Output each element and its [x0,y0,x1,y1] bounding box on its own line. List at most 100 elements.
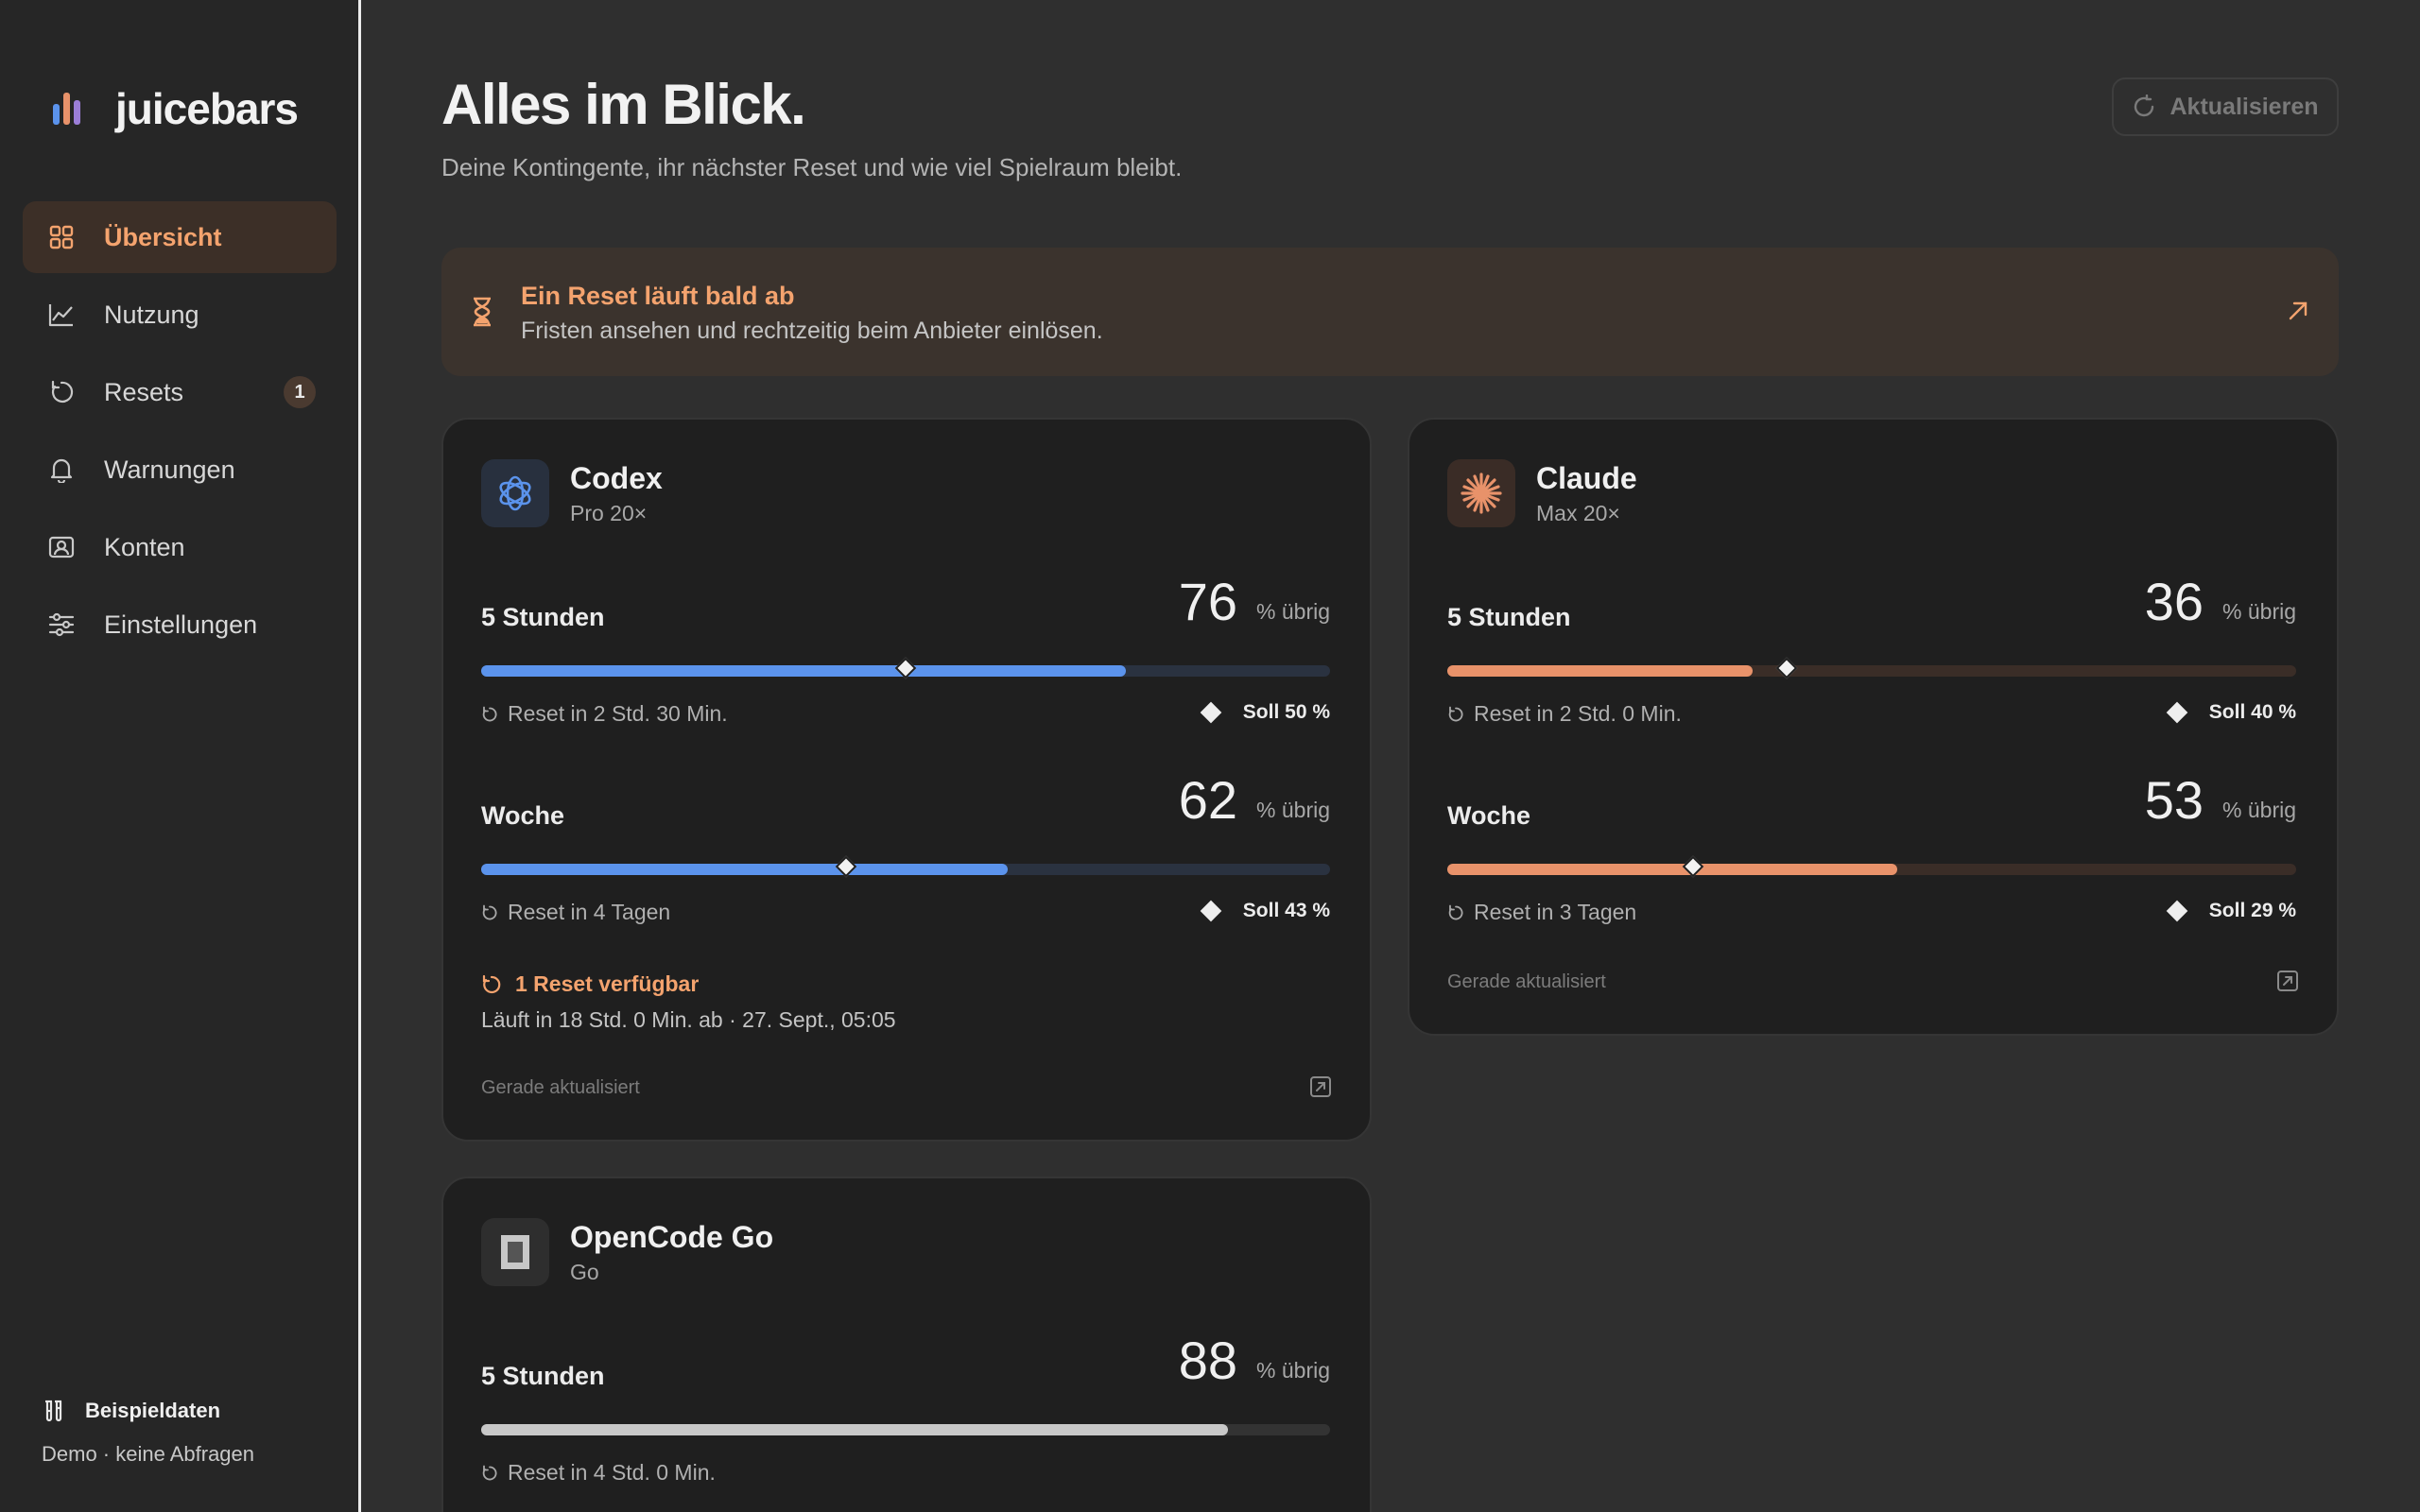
quota-value: 62 [1178,770,1237,830]
quota-unit: % übrig [1256,798,1330,822]
sliders-icon [47,610,76,639]
quota-label: 5 Stunden [1447,603,1571,631]
demo-status: Beispieldaten Demo · keine Abfragen [42,1399,254,1467]
reset-available[interactable]: 1 Reset verfügbar [481,971,699,997]
reset-info: Reset in 4 Std. 0 Min. [481,1460,716,1486]
provider-name: Codex [570,461,663,495]
provider-plan: Go [570,1260,599,1284]
quota-woche: Woche 62 % übrig Reset in 4 Tagen Soll 4… [481,769,1330,924]
quota-unit: % übrig [1256,1358,1330,1383]
reset-info: Reset in 2 Std. 0 Min. [1447,701,1682,727]
target-text: Soll 40 % [2208,701,2296,723]
quota-label: Woche [1447,801,1531,830]
sidebar-item-label: Konten [104,532,185,561]
quota-progress-fill [481,864,1008,875]
arrow-up-right-icon[interactable] [2286,299,2310,328]
reset-small-icon [1447,904,1464,921]
diamond-icon [1200,900,1222,922]
reset-text: Reset in 4 Tagen [508,900,671,924]
provider-plan: Pro 20× [570,501,648,525]
sidebar-item-einstellungen[interactable]: Einstellungen [23,589,337,661]
quota-unit: % übrig [2222,798,2296,822]
reset-small-icon [1447,706,1464,723]
page-subtitle: Deine Kontingente, ihr nächster Reset un… [441,153,1183,181]
provider-plan: Max 20× [1536,501,1620,525]
updated-text: Gerade aktualisiert [481,1077,640,1098]
reset-text: Reset in 2 Std. 30 Min. [508,701,728,726]
reset-expiry-text: Läuft in 18 Std. 0 Min. ab · 27. Sept., … [481,1007,896,1032]
quota-label: 5 Stunden [481,603,605,631]
reset-text: Reset in 2 Std. 0 Min. [1474,701,1682,726]
target-text: Soll 50 % [1242,701,1330,723]
reset-available-icon [481,974,502,995]
provider-card-opencode-go: OpenCode Go Go 5 Stunden 88 % übrig Rese… [441,1177,1372,1512]
quota-value: 53 [2144,770,2204,830]
refresh-button-label: Aktualisieren [2169,93,2319,120]
resets-count-badge: 1 [284,376,316,408]
quota-unit: % übrig [2222,599,2296,624]
chart-line-icon [47,301,76,329]
reset-text: Reset in 3 Tagen [1474,900,1637,924]
alert-title: Ein Reset läuft bald ab [521,282,795,310]
quota-progress-fill [1447,864,1897,875]
target-text: Soll 43 % [1242,900,1330,921]
sidebar-item-label: Warnungen [104,455,235,484]
quota-value: 88 [1178,1331,1237,1390]
diamond-icon [2166,701,2188,724]
target-info: Soll 43 % [1200,900,1330,922]
refresh-icon [2132,94,2156,119]
open-external-icon[interactable] [2276,970,2299,992]
provider-card-codex: Codex Pro 20× 5 Stunden 76 % übrig Reset… [441,418,1372,1142]
demo-subtitle: Demo · keine Abfragen [42,1442,255,1466]
sidebar-item-label: Einstellungen [104,610,258,639]
quota-value: 36 [2144,572,2204,631]
quota-progress-fill [1447,665,1754,677]
reset-expiry-alert[interactable]: Ein Reset läuft bald ab Fristen ansehen … [441,248,2339,376]
sidebar: juicebars Übersicht Nutzung [0,0,361,1512]
reset-info: Reset in 4 Tagen [481,900,670,925]
sidebar-item-label: Resets [104,377,184,406]
reset-small-icon [481,1465,498,1482]
claude-logo-icon [1447,459,1515,527]
updated-text: Gerade aktualisiert [1447,971,1606,992]
hourglass-icon [472,297,493,332]
open-external-icon[interactable] [1309,1075,1332,1098]
sidebar-item-konten[interactable]: Konten [23,511,337,583]
quota-progress-fill [481,1424,1229,1435]
sidebar-item-resets[interactable]: Resets 1 [23,356,337,428]
target-info: Soll 40 % [2166,701,2296,724]
quota-5-stunden: 5 Stunden 88 % übrig Reset in 4 Std. 0 M… [481,1330,1330,1485]
target-info: Soll 29 % [2166,900,2296,922]
sidebar-item-label: Übersicht [104,222,222,251]
quota-progress-fill [481,665,1127,677]
account-icon [47,533,76,561]
quota-progress-bar [481,855,1330,878]
provider-name: Claude [1536,461,1637,495]
juicebars-logo-icon [53,93,83,125]
sidebar-item-warnungen[interactable]: Warnungen [23,434,337,506]
target-marker [1775,657,1798,679]
refresh-button[interactable]: Aktualisieren [2112,77,2339,136]
diamond-icon [2166,900,2188,922]
diamond-icon [1200,701,1222,724]
quota-unit: % übrig [1256,599,1330,624]
quota-5-stunden: 5 Stunden 76 % übrig Reset in 2 Std. 30 … [481,571,1330,726]
demo-title: Beispieldaten [85,1399,221,1422]
reset-info: Reset in 3 Tagen [1447,900,1636,925]
sidebar-item-label: Nutzung [104,300,199,329]
provider-card-claude: Claude Max 20× 5 Stunden 36 % übrig Rese… [1408,418,2339,1036]
page-title: Alles im Blick. [441,73,806,136]
openai-logo-icon [481,459,549,527]
brand[interactable]: juicebars [53,83,299,134]
quota-progress-bar [481,1424,1330,1435]
provider-name: OpenCode Go [570,1220,774,1254]
quota-label: Woche [481,801,565,830]
quota-woche: Woche 53 % übrig Reset in 3 Tagen Soll 2… [1447,769,2296,924]
reset-info: Reset in 2 Std. 30 Min. [481,701,728,727]
sidebar-item-uebersicht[interactable]: Übersicht [23,201,337,273]
quota-progress-bar [1447,855,2296,878]
sidebar-item-nutzung[interactable]: Nutzung [23,279,337,351]
quota-label: 5 Stunden [481,1362,605,1390]
grid-icon [47,223,76,251]
opencode-logo-icon [481,1218,549,1286]
